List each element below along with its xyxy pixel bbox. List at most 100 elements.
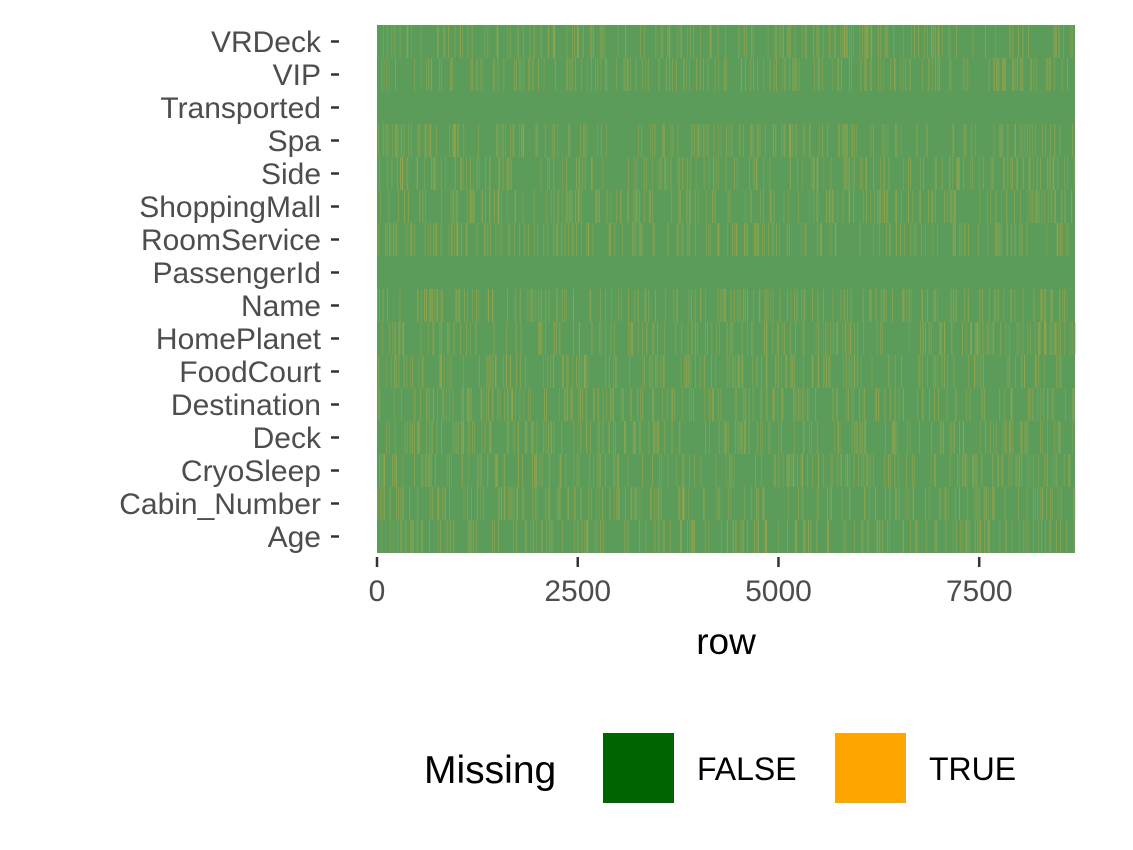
missing-mark (544, 124, 546, 157)
missing-mark (710, 25, 712, 58)
missing-mark (428, 388, 430, 421)
missing-mark (1034, 322, 1036, 355)
missing-mark (761, 454, 762, 487)
missing-mark (744, 421, 745, 454)
missing-mark (910, 58, 911, 91)
missing-mark (600, 124, 602, 157)
missing-mark (1063, 454, 1065, 487)
missing-mark (394, 421, 396, 454)
missing-mark (866, 190, 867, 223)
missing-mark (389, 223, 390, 256)
missing-mark (605, 355, 606, 388)
missing-mark (430, 58, 432, 91)
missing-mark (587, 355, 589, 388)
missing-mark (679, 190, 681, 223)
missing-mark (860, 421, 862, 454)
missing-mark (828, 25, 830, 58)
missing-mark (440, 520, 442, 553)
heatmap-row-cabin-number (377, 487, 1076, 520)
missing-mark (380, 190, 381, 223)
missing-mark (960, 223, 962, 256)
missing-mark (1041, 520, 1043, 553)
missing-mark (716, 487, 718, 520)
missing-mark (460, 25, 462, 58)
missing-mark (751, 124, 752, 157)
missing-mark (420, 454, 422, 487)
missing-mark (549, 520, 550, 553)
missing-mark (476, 223, 478, 256)
missing-mark (790, 124, 792, 157)
missing-mark (578, 25, 579, 58)
missing-mark (646, 322, 648, 355)
missing-mark (990, 157, 992, 190)
missing-mark (457, 223, 459, 256)
missing-mark (783, 25, 784, 58)
missing-mark (404, 421, 406, 454)
missing-mark (465, 223, 467, 256)
missing-mark (1072, 124, 1073, 157)
missing-mark (801, 454, 803, 487)
missing-mark (412, 421, 413, 454)
missing-mark (561, 421, 563, 454)
missing-mark (850, 289, 852, 322)
missing-mark (758, 520, 759, 553)
missing-mark (741, 58, 742, 91)
missing-mark (1050, 157, 1051, 190)
missing-mark (1036, 355, 1037, 388)
missing-mark (978, 223, 979, 256)
missing-mark (781, 388, 783, 421)
missing-mark (551, 421, 552, 454)
missing-mark (441, 388, 443, 421)
missing-mark (558, 388, 560, 421)
missing-mark (767, 289, 769, 322)
missing-mark (492, 289, 493, 322)
missing-mark (928, 322, 930, 355)
missing-mark (1012, 25, 1014, 58)
missing-mark (657, 322, 658, 355)
missing-mark (446, 454, 448, 487)
missing-mark (917, 388, 918, 421)
missing-mark (695, 355, 696, 388)
missing-mark (715, 454, 717, 487)
missing-mark (815, 322, 817, 355)
missing-mark (1002, 421, 1004, 454)
missing-mark (760, 388, 762, 421)
missing-mark (915, 520, 917, 553)
missing-mark (714, 58, 716, 91)
missing-mark (793, 454, 795, 487)
missing-mark (578, 355, 580, 388)
missing-mark (993, 421, 994, 454)
missing-mark (677, 157, 679, 190)
missing-mark (1009, 322, 1011, 355)
missing-mark (995, 25, 996, 58)
missing-mark (577, 520, 579, 553)
missing-mark (656, 355, 658, 388)
missing-mark (674, 388, 676, 421)
missing-mark (953, 289, 954, 322)
missing-mark (628, 322, 630, 355)
missing-mark (733, 520, 734, 553)
missing-mark (652, 322, 654, 355)
missing-mark (959, 487, 960, 520)
missing-mark (519, 58, 521, 91)
missing-mark (838, 421, 839, 454)
missing-mark (547, 157, 548, 190)
missing-mark (589, 289, 591, 322)
missing-mark (564, 223, 566, 256)
missing-mark (869, 289, 870, 322)
missing-mark (827, 520, 828, 553)
missing-mark (1001, 454, 1003, 487)
missing-mark (1004, 157, 1005, 190)
missing-mark (539, 322, 541, 355)
missing-mark (634, 157, 636, 190)
y-tick-label: CryoSleep (181, 455, 321, 488)
missing-mark (1000, 322, 1002, 355)
missing-mark (759, 289, 761, 322)
missing-mark (568, 487, 569, 520)
missing-mark (540, 322, 541, 355)
missing-mark (662, 388, 663, 421)
missing-mark (896, 124, 898, 157)
missing-mark (408, 190, 409, 223)
missing-mark (543, 223, 545, 256)
missing-mark (466, 487, 468, 520)
